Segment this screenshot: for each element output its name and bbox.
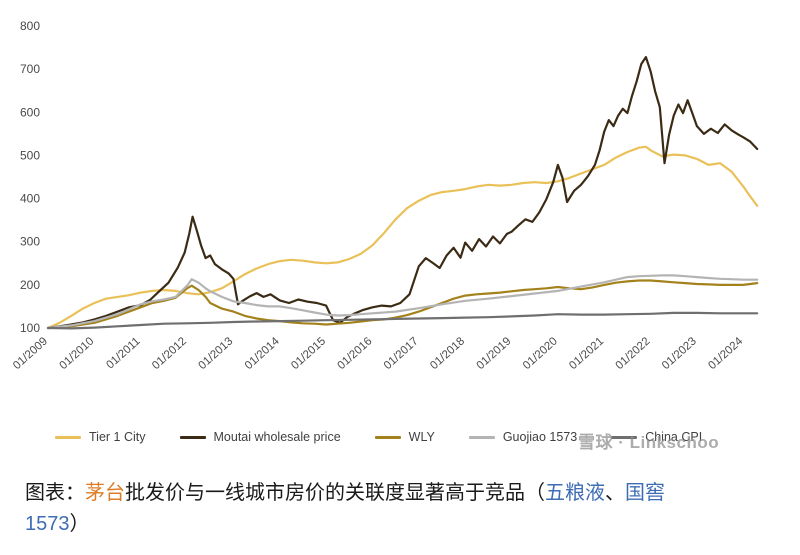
y-tick-label: 600 bbox=[20, 105, 40, 119]
x-tick-label: 01/2011 bbox=[104, 335, 142, 371]
series-line-china-cpi bbox=[46, 311, 759, 330]
caption-segment: 茅台 bbox=[85, 482, 125, 504]
y-tick-label: 300 bbox=[20, 235, 40, 249]
legend-item-china-cpi: China CPI bbox=[611, 430, 702, 444]
x-tick-label: 01/2020 bbox=[521, 335, 560, 372]
series-line-guojiao-1573 bbox=[46, 274, 759, 330]
legend-swatch bbox=[468, 435, 495, 439]
legend-item-wly: WLY bbox=[374, 430, 435, 444]
x-tick-label: 01/2014 bbox=[243, 335, 282, 372]
caption-segment: 五粮液 bbox=[545, 482, 605, 504]
x-tick-label: 01/2023 bbox=[660, 335, 699, 372]
x-tick-label: 01/2013 bbox=[196, 335, 235, 372]
x-tick-label: 01/2022 bbox=[614, 335, 653, 372]
y-tick-label: 700 bbox=[20, 62, 40, 76]
x-tick-label: 01/2012 bbox=[150, 335, 189, 372]
legend-swatch bbox=[179, 435, 206, 439]
caption: 图表：茅台批发价与一线城市房价的关联度显著高于竞品（五粮液、国窖 1573） bbox=[25, 478, 775, 540]
legend-item-guojiao-1573: Guojiao 1573 bbox=[468, 430, 578, 444]
y-tick-label: 500 bbox=[20, 148, 40, 162]
y-tick-label: 400 bbox=[20, 192, 40, 206]
legend-label: Moutai wholesale price bbox=[213, 430, 341, 444]
series-line-moutai-wholesale-price bbox=[46, 55, 759, 330]
legend-item-tier-1-city: Tier 1 City bbox=[55, 430, 146, 444]
legend-swatch bbox=[611, 435, 638, 439]
chart-area: 100 200 300 400 500 600 700 800 01/2009 01/2010 01… bbox=[11, 19, 790, 452]
x-tick-label: 01/2024 bbox=[706, 335, 745, 372]
legend: Tier 1 City Moutai wholesale price WLY Guoj… bbox=[55, 430, 790, 444]
x-tick-label: 01/2016 bbox=[336, 335, 375, 372]
legend-label: Tier 1 City bbox=[89, 430, 146, 444]
legend-swatch bbox=[55, 435, 81, 439]
x-tick-label: 01/2017 bbox=[382, 335, 421, 372]
caption-segment: 1573 bbox=[25, 513, 70, 535]
y-tick-label: 200 bbox=[20, 278, 40, 292]
legend-label: China CPI bbox=[645, 430, 703, 444]
caption-segment: ） bbox=[69, 513, 90, 535]
legend-label: WLY bbox=[408, 430, 435, 444]
caption-segment: 、 bbox=[605, 482, 625, 504]
x-tick-label: 01/2019 bbox=[475, 335, 514, 372]
series-line-tier-1-city bbox=[46, 145, 759, 330]
legend-swatch bbox=[374, 435, 401, 439]
legend-label: Guojiao 1573 bbox=[502, 430, 578, 444]
caption-segment: 批发价与一线城市房价的关联度显著高于竞品（ bbox=[125, 482, 545, 504]
x-tick-label: 01/2021 bbox=[567, 335, 606, 372]
x-tick-label: 01/2009 bbox=[11, 335, 50, 372]
series-line-wly bbox=[46, 279, 759, 330]
y-tick-label: 800 bbox=[20, 19, 40, 33]
y-tick-label: 100 bbox=[20, 321, 40, 335]
x-tick-label: 01/2018 bbox=[428, 335, 467, 372]
legend-item-moutai-wholesale-price: Moutai wholesale price bbox=[179, 430, 341, 444]
x-tick-label: 01/2015 bbox=[289, 335, 328, 372]
caption-segment: 国窖 bbox=[625, 482, 665, 504]
x-tick-label: 01/2010 bbox=[57, 335, 96, 372]
caption-segment: 图表： bbox=[25, 482, 85, 504]
